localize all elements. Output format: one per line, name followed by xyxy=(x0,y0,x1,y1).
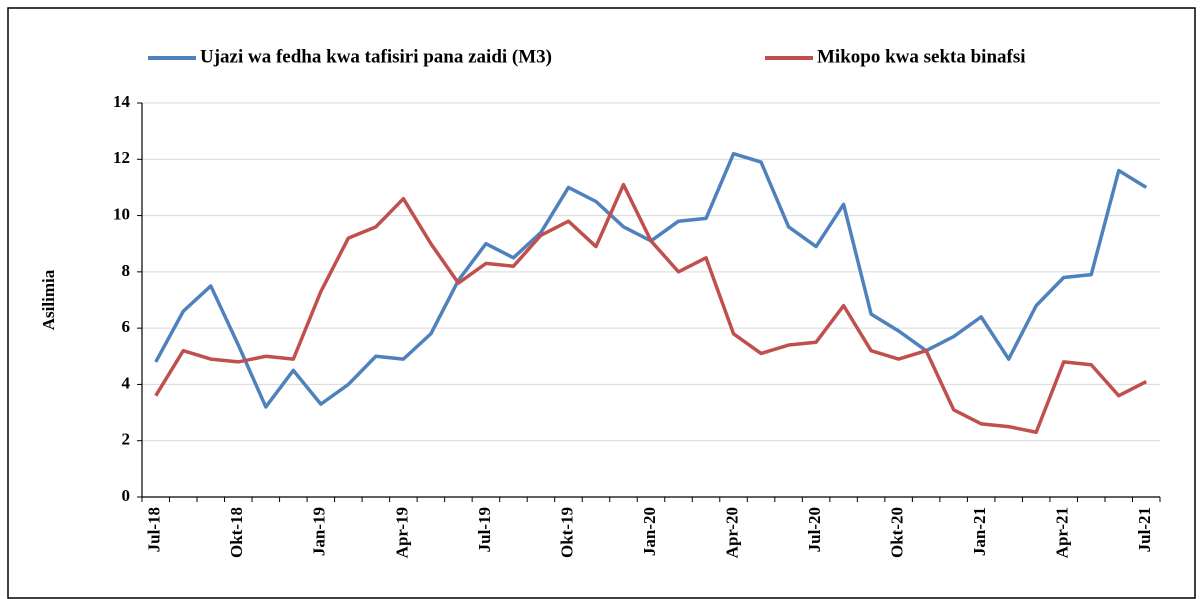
x-tick-label: Okt-19 xyxy=(557,507,576,558)
chart-frame xyxy=(7,7,1196,599)
y-tick-label: 12 xyxy=(113,148,130,167)
x-tick-label: Jan-19 xyxy=(310,507,329,556)
x-tick-label: Jul-18 xyxy=(145,507,164,552)
x-tick-label: Apr-20 xyxy=(722,507,741,558)
x-tick-label: Jan-21 xyxy=(970,507,989,556)
x-tick-label: Jul-19 xyxy=(475,507,494,552)
legend-label: Ujazi wa fedha kwa tafisiri pana zaidi (… xyxy=(200,46,552,67)
x-tick-label: Jul-20 xyxy=(805,507,824,552)
y-tick-label: 8 xyxy=(122,261,131,280)
y-tick-label: 0 xyxy=(122,486,131,505)
legend-label: Mikopo kwa sekta binafsi xyxy=(817,46,1026,67)
y-tick-label: 2 xyxy=(122,430,131,449)
x-tick-label: Apr-19 xyxy=(392,507,411,558)
y-tick-label: 4 xyxy=(122,373,131,392)
y-tick-label: 14 xyxy=(113,92,131,111)
y-axis-label: Asilimia xyxy=(39,269,58,330)
series-line xyxy=(154,182,1148,435)
y-tick-label: 10 xyxy=(113,204,130,223)
x-tick-label: Okt-20 xyxy=(888,507,907,558)
x-tick-label: Apr-21 xyxy=(1053,507,1072,558)
x-tick-label: Okt-18 xyxy=(227,507,246,558)
y-tick-label: 6 xyxy=(122,317,131,336)
x-tick-label: Jan-20 xyxy=(640,507,659,556)
x-tick-label: Jul-21 xyxy=(1135,507,1154,552)
